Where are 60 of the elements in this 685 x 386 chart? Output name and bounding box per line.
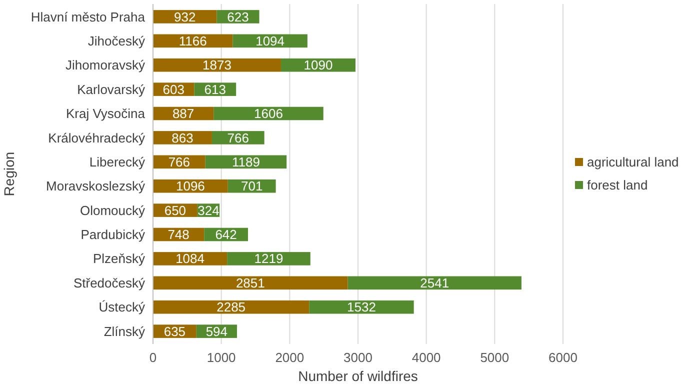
y-tick-label: Královéhradecký	[48, 130, 146, 146]
y-tick-label: Jihočeský	[88, 33, 146, 48]
data-label: 1606	[254, 106, 283, 122]
data-label: 1096	[176, 178, 205, 194]
bar	[153, 300, 310, 314]
y-tick-label: Ústecký	[98, 300, 146, 315]
data-label: 766	[227, 130, 249, 146]
data-label: 650	[164, 202, 186, 218]
y-tick-label: Moravskoslezský	[46, 178, 146, 194]
x-tick-label: 0	[149, 350, 157, 365]
data-label: 594	[206, 324, 228, 339]
data-label: 1084	[176, 251, 204, 266]
y-tick-label: Olomoucký	[80, 202, 146, 218]
data-label: 766	[168, 154, 190, 170]
y-tick-label: Pardubický	[80, 227, 146, 242]
bar	[205, 155, 287, 169]
data-label: 1090	[304, 58, 333, 73]
bar	[348, 276, 522, 290]
y-tick-label: Liberecký	[89, 154, 146, 170]
data-label: 635	[164, 324, 186, 339]
data-label: 1094	[256, 33, 285, 48]
bar	[153, 276, 348, 290]
data-label: 2285	[216, 300, 246, 315]
bar	[309, 300, 414, 314]
x-tick-label: 2000	[275, 350, 304, 365]
data-label: 2851	[236, 275, 265, 290]
bar	[227, 252, 310, 266]
y-tick-label: Jihomoravský	[66, 58, 146, 73]
data-label: 1873	[202, 58, 232, 73]
y-tick-label: Karlovarský	[77, 82, 146, 97]
data-label: 748	[168, 227, 190, 242]
x-tick-label: 4000	[412, 350, 441, 365]
data-label: 1532	[347, 300, 376, 315]
x-tick-label: 3000	[344, 350, 372, 365]
data-label: 863	[172, 130, 194, 146]
data-label: 701	[240, 178, 263, 194]
data-label: 623	[227, 9, 249, 24]
x-tick-label: 5000	[480, 350, 510, 365]
legend-label: agricultural land	[587, 154, 679, 170]
legend-label: forest land	[587, 178, 648, 193]
data-label: 324	[198, 202, 220, 218]
data-label: 1189	[232, 154, 260, 170]
data-label: 613	[204, 82, 226, 97]
data-label: 932	[174, 9, 196, 24]
y-tick-label: Hlavní město Praha	[30, 9, 146, 24]
data-label: 642	[215, 227, 237, 242]
data-label: 2541	[420, 275, 450, 290]
y-tick-label: Středočeský	[73, 275, 146, 290]
y-axis-title: Region	[1, 152, 17, 196]
data-label: 1219	[254, 251, 284, 266]
data-label: 887	[172, 106, 194, 122]
y-tick-label: Zlínský	[104, 324, 146, 339]
y-tick-label: Kraj Vysočina	[66, 106, 146, 122]
y-tick-label: Plzeňský	[92, 251, 146, 266]
x-tick-label: 1000	[206, 350, 236, 365]
x-axis-title: Number of wildfires	[298, 368, 418, 384]
data-label: 603	[162, 82, 184, 97]
data-label: 1166	[178, 33, 207, 48]
bar	[153, 58, 281, 72]
x-tick-label: 6000	[548, 350, 578, 365]
